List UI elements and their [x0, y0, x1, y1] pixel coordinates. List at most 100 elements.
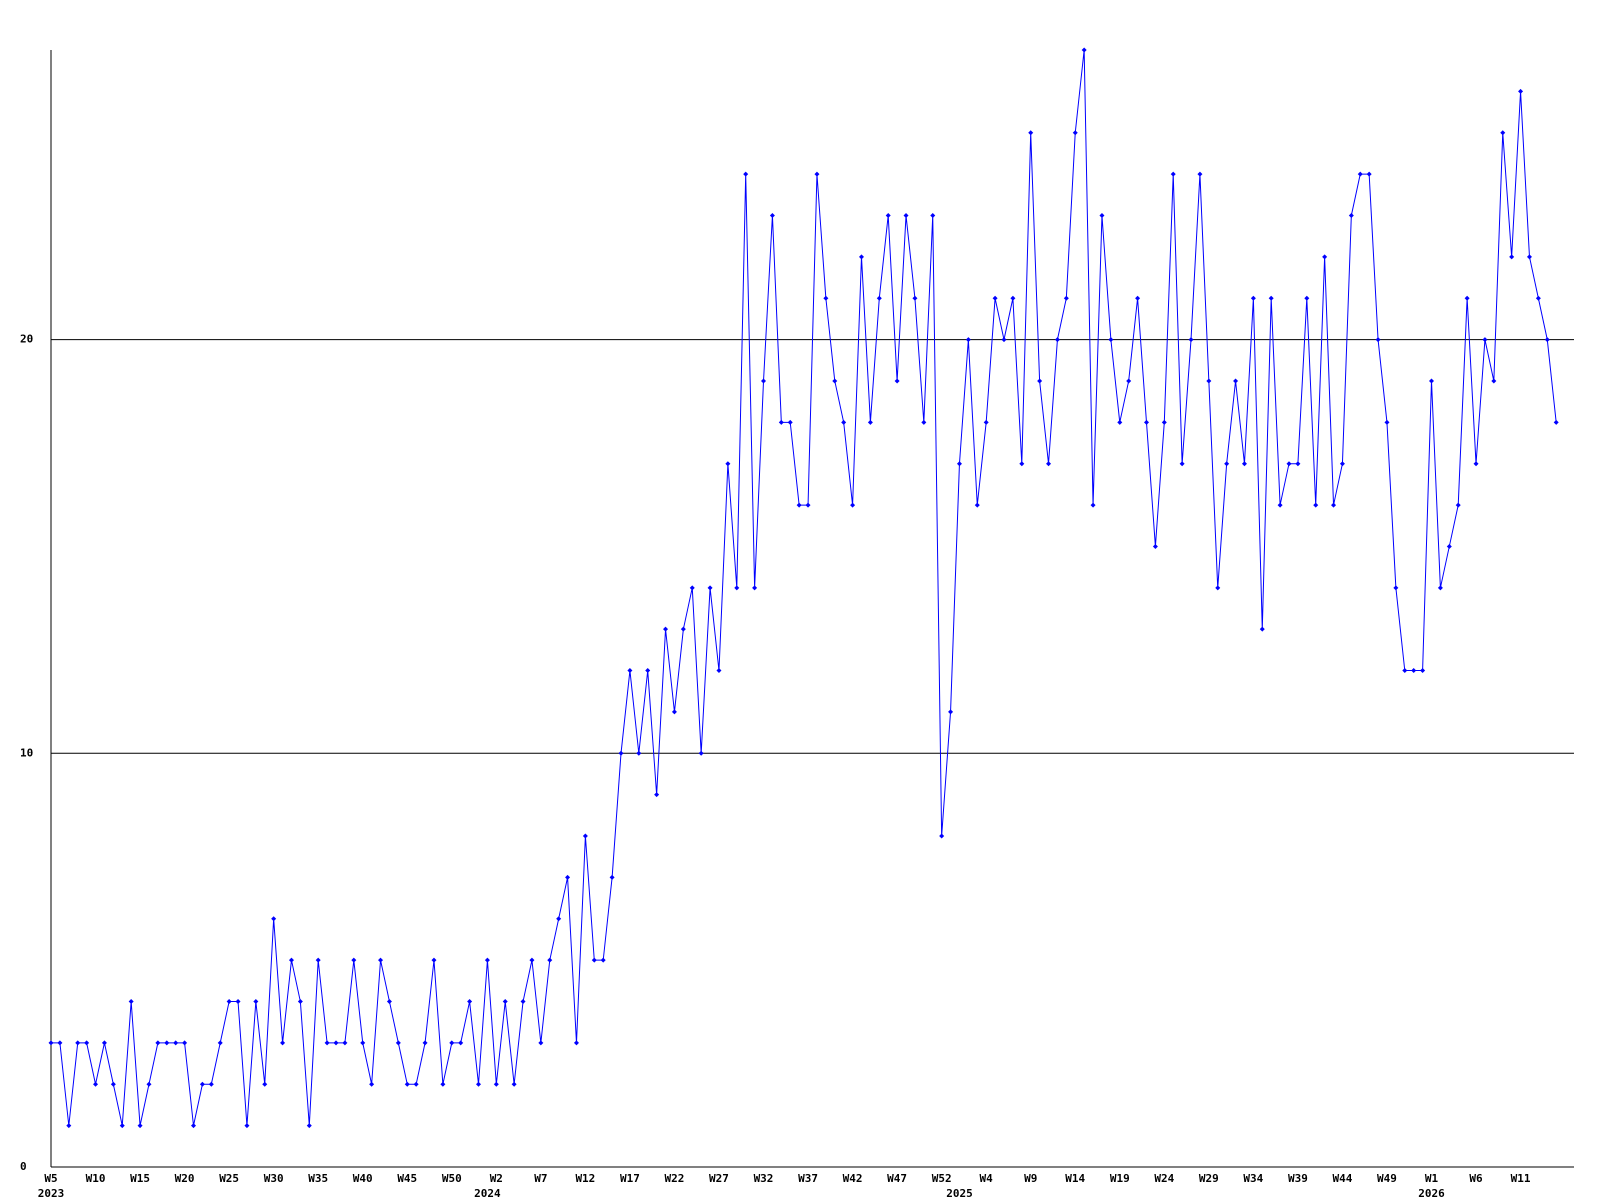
data-point [449, 1040, 455, 1046]
data-point [511, 1081, 517, 1087]
data-point [351, 957, 357, 963]
data-point [369, 1081, 375, 1087]
data-point [591, 957, 597, 963]
data-point [689, 585, 695, 591]
data-point [164, 1040, 170, 1046]
data-point [306, 1123, 312, 1129]
data-point [173, 1040, 179, 1046]
data-point [1518, 88, 1524, 94]
x-tick-label: W11 [1511, 1172, 1531, 1185]
data-point [146, 1081, 152, 1087]
data-point [796, 502, 802, 508]
data-point [778, 419, 784, 425]
x-tick-label: W17 [620, 1172, 640, 1185]
data-point [1509, 254, 1515, 260]
x-tick-label: W15 [130, 1172, 150, 1185]
data-point [1143, 419, 1149, 425]
y-tick-label: 20 [20, 333, 33, 346]
data-point [155, 1040, 161, 1046]
data-point [930, 212, 936, 218]
data-point [1393, 585, 1399, 591]
data-point [707, 585, 713, 591]
year-label: 2023 [38, 1187, 65, 1200]
x-tick-label: W9 [1024, 1172, 1037, 1185]
data-point [191, 1123, 197, 1129]
data-point [654, 792, 660, 798]
x-tick-label: W25 [219, 1172, 239, 1185]
x-tick-label: W30 [264, 1172, 284, 1185]
data-point [752, 585, 758, 591]
data-point [912, 295, 918, 301]
x-tick-label: W44 [1332, 1172, 1352, 1185]
data-point [1553, 419, 1559, 425]
data-point [769, 212, 775, 218]
x-tick-label: W29 [1199, 1172, 1219, 1185]
data-point [1072, 130, 1078, 136]
data-point [1161, 419, 1167, 425]
data-point [378, 957, 384, 963]
data-point [431, 957, 437, 963]
data-point [484, 957, 490, 963]
data-point [1535, 295, 1541, 301]
data-point [582, 833, 588, 839]
data-point [75, 1040, 81, 1046]
y-tick-label: 10 [20, 746, 33, 759]
data-point [529, 957, 535, 963]
data-line [51, 49, 1557, 1126]
x-tick-label: W35 [308, 1172, 328, 1185]
data-point [520, 999, 526, 1005]
data-point [1054, 337, 1060, 343]
x-tick-label: W6 [1469, 1172, 1483, 1185]
x-tick-label: W42 [843, 1172, 863, 1185]
data-point [467, 999, 473, 1005]
data-point [315, 957, 321, 963]
data-point [476, 1081, 482, 1087]
data-point [395, 1040, 401, 1046]
data-point [288, 957, 294, 963]
x-tick-label: W37 [798, 1172, 818, 1185]
data-point [663, 626, 669, 632]
data-point [57, 1040, 63, 1046]
data-point [1233, 378, 1239, 384]
x-tick-label: W1 [1425, 1172, 1439, 1185]
data-point [761, 378, 767, 384]
data-point [244, 1123, 250, 1129]
x-tick-label: W22 [665, 1172, 685, 1185]
data-point [921, 419, 927, 425]
data-point [235, 999, 241, 1005]
data-point [1437, 585, 1443, 591]
data-point [1473, 461, 1479, 467]
data-point [1250, 295, 1256, 301]
x-tick-label: W5 [44, 1172, 57, 1185]
data-point [1277, 502, 1283, 508]
x-tick-label: W10 [86, 1172, 106, 1185]
data-point [1241, 461, 1247, 467]
data-point [1446, 543, 1452, 549]
data-point [1152, 543, 1158, 549]
data-point [618, 750, 624, 756]
data-point [1224, 461, 1230, 467]
data-point [1411, 668, 1417, 674]
data-point [1170, 171, 1176, 177]
data-point [1126, 378, 1132, 384]
data-point [1179, 461, 1185, 467]
data-point [101, 1040, 107, 1046]
x-tick-label: W49 [1377, 1172, 1397, 1185]
data-point [253, 999, 259, 1005]
data-point [360, 1040, 366, 1046]
data-point [324, 1040, 330, 1046]
data-point [832, 378, 838, 384]
data-point [1206, 378, 1212, 384]
data-point [1010, 295, 1016, 301]
data-point [342, 1040, 348, 1046]
data-point [547, 957, 553, 963]
x-tick-label: W45 [397, 1172, 417, 1185]
data-point [983, 419, 989, 425]
data-point [876, 295, 882, 301]
data-point [1500, 130, 1506, 136]
data-point [217, 1040, 223, 1046]
data-point [1295, 461, 1301, 467]
data-point [48, 1040, 54, 1046]
data-point [1286, 461, 1292, 467]
